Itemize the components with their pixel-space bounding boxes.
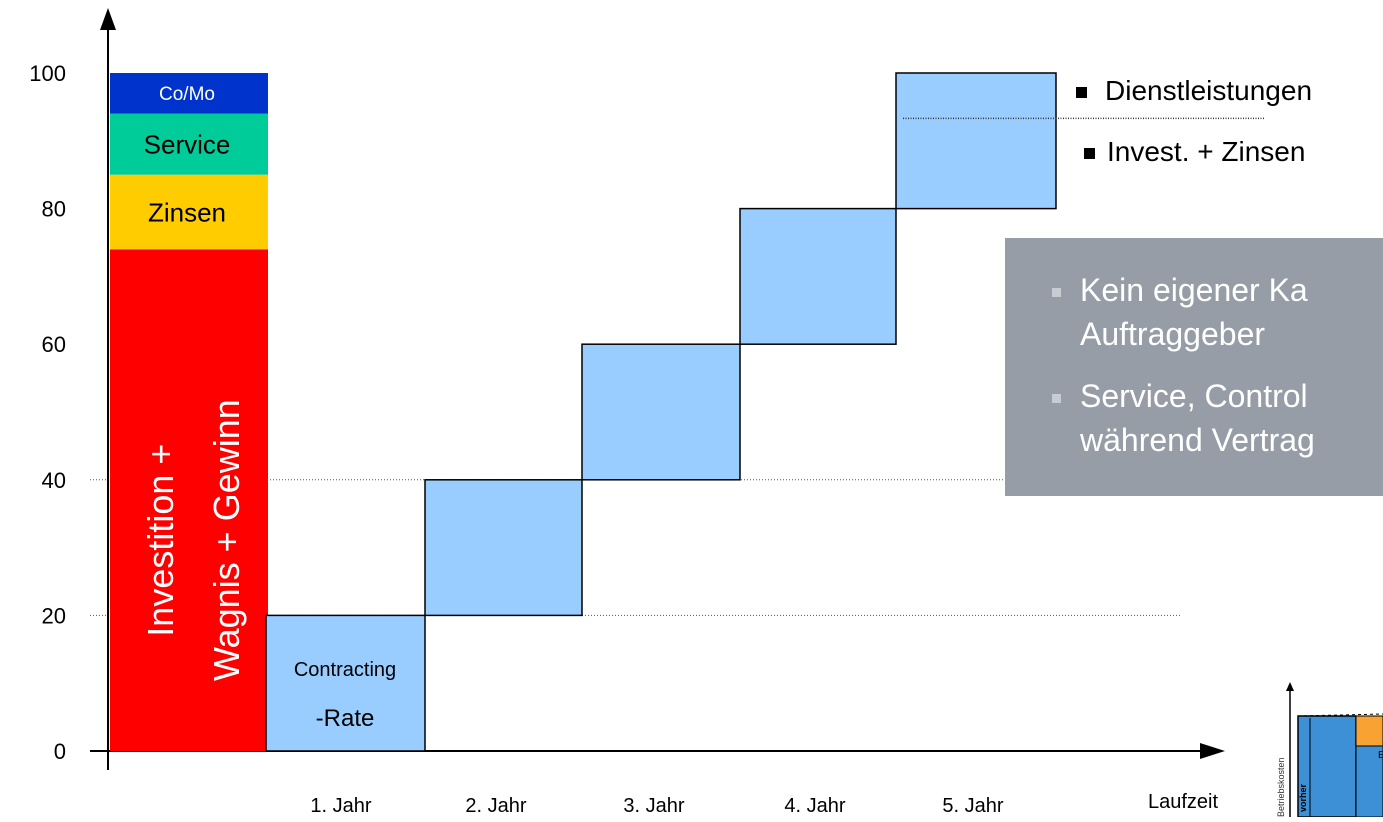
tick-labels: 0 20 40 60 80 100 1. Jahr 2. Jahr 3. Jahr 4. Jahr… xyxy=(29,61,1218,817)
stack-label-investition: Investition + xyxy=(140,444,181,637)
stack-segment xyxy=(110,113,268,175)
stack-label-wagnis: Wagnis + Gewinn xyxy=(206,399,247,681)
y-tick-label: 80 xyxy=(42,197,66,222)
y-tick-label: 0 xyxy=(54,739,66,764)
thumbnail-bar-label: vorher xyxy=(1298,783,1308,812)
legend-square-icon xyxy=(1076,87,1087,98)
stack-label-zinsen: Zinsen xyxy=(148,197,226,227)
contracting-label: Contracting xyxy=(294,659,396,681)
legend-square-icon xyxy=(1084,148,1095,159)
step-bars: Contracting -Rate xyxy=(265,72,1265,752)
y-tick-label: 20 xyxy=(42,603,66,628)
x-axis-arrow-icon xyxy=(1200,743,1225,759)
note-item-1-line2: Auftraggeber xyxy=(1080,316,1266,352)
legend-item: Invest. + Zinsen xyxy=(1107,136,1305,167)
note-item-1-line1: Kein eigener Ka xyxy=(1080,272,1308,308)
legend: Dienstleistungen Invest. + Zinsen xyxy=(1076,75,1312,167)
thumbnail-y-label: Betriebskosten xyxy=(1276,757,1286,817)
reference-lines xyxy=(90,479,1180,616)
stack-label-service: Service xyxy=(144,130,231,160)
bullet-square-icon xyxy=(1052,394,1061,403)
stack-segment xyxy=(110,174,268,250)
stack-label-como: Co/Mo xyxy=(159,84,215,105)
thumbnail-chart: E Betriebskosten vorher xyxy=(1270,680,1383,817)
note-item-2-line2: während Vertrag xyxy=(1080,422,1315,458)
x-axis-label: Laufzeit xyxy=(1148,791,1218,813)
x-tick-label: 4. Jahr xyxy=(784,795,845,817)
notes-box: Kein eigener Ka Auftraggeber Service, Co… xyxy=(1005,238,1383,496)
x-tick-label: 3. Jahr xyxy=(623,795,684,817)
x-tick-label: 1. Jahr xyxy=(310,795,371,817)
thumbnail-text: E xyxy=(1378,750,1383,761)
rate-label: -Rate xyxy=(316,705,375,732)
y-axis-arrow-icon xyxy=(100,8,116,30)
stack-segment xyxy=(110,249,268,751)
step-bar xyxy=(581,343,741,481)
x-tick-label: 2. Jahr xyxy=(465,795,526,817)
step-bar xyxy=(424,479,583,617)
y-tick-label: 40 xyxy=(42,468,66,493)
legend-item: Dienstleistungen xyxy=(1105,75,1312,106)
step-bar xyxy=(895,72,1057,210)
y-tick-label: 60 xyxy=(42,332,66,357)
stack-segment xyxy=(110,73,268,114)
note-item-2-line1: Service, Control xyxy=(1080,378,1308,414)
step-bar xyxy=(739,207,897,345)
y-tick-label: 100 xyxy=(29,61,66,86)
x-tick-label: 5. Jahr xyxy=(942,795,1003,817)
bullet-square-icon xyxy=(1052,288,1061,297)
step-bar xyxy=(265,614,426,752)
stacked-bar: Investition + Wagnis + Gewinn Zinsen Servic… xyxy=(110,73,268,751)
